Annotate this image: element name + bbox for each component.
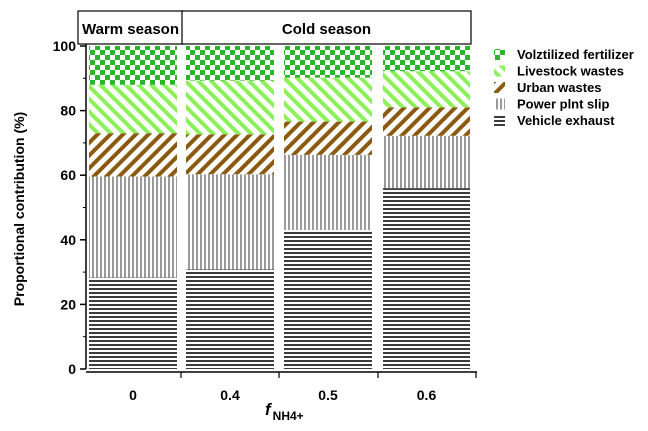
season-header-box [77,10,184,45]
x-tick-label: 0.6 [417,387,437,403]
bar-segment [383,107,470,136]
legend-entry: Vehicle exhaust [494,113,615,128]
x-tick-label: 0.5 [318,387,338,403]
bar-segment [284,46,372,78]
bar-segment [186,80,274,135]
legend-label: Urban wastes [517,80,602,95]
bar-segment [186,174,274,270]
bar-segment [186,134,274,175]
bar-segment [383,188,470,369]
legend-label: Power plnt slip [517,97,610,112]
legend-label: Livestock wastes [517,64,624,79]
y-axis-label: Proportional contribution (%) [11,112,27,306]
bar-segment [186,46,274,81]
x-tick-label: 0 [129,387,137,403]
bar-segment [383,46,470,72]
bar-segment [89,176,177,278]
legend-label: Volztilized fertilizer [517,47,634,62]
y-tick-label: 0 [68,361,76,377]
bar-segment [284,77,372,122]
x-axis-label: f NH4+ [265,400,304,423]
legend-swatch [494,98,505,110]
legend-swatch [494,65,505,77]
legend-label: Vehicle exhaust [517,113,615,128]
y-tick-label: 40 [60,232,76,248]
legend-entry: Power plnt slip [494,97,610,112]
bar-segment [89,46,177,85]
legend-entry: Livestock wastes [494,64,624,79]
legend-swatch [494,82,505,93]
season-header-label: Cold season [282,21,371,38]
bar-segment [284,229,372,369]
legend-entry: Urban wastes [494,80,602,95]
legend-entry: Volztilized fertilizer [494,47,634,62]
bar-segment [284,121,372,155]
bar-segment [186,269,274,369]
bar-segment [89,277,177,369]
bar-segment [284,154,372,230]
bar-stack [186,46,274,369]
legend-swatch [494,115,505,126]
y-tick-label: 20 [60,296,76,312]
bar-stack [383,46,470,369]
season-header-label: Warm season [82,21,179,38]
y-tick-label: 100 [53,38,77,54]
x-axis-label-subscript: NH4+ [273,409,304,423]
bar-stack [284,46,372,369]
bar-segment [383,135,470,189]
x-tick-label: 0.4 [220,387,240,403]
bar-segment [89,133,177,177]
bar-segment [383,71,470,108]
y-tick-label: 80 [60,103,76,119]
y-tick-label: 60 [60,167,76,183]
x-axis-label-main: f [265,400,273,419]
season-header-box [181,10,472,45]
bar-segment [89,84,177,134]
bar-stack [89,46,177,369]
legend-swatch [494,49,505,60]
